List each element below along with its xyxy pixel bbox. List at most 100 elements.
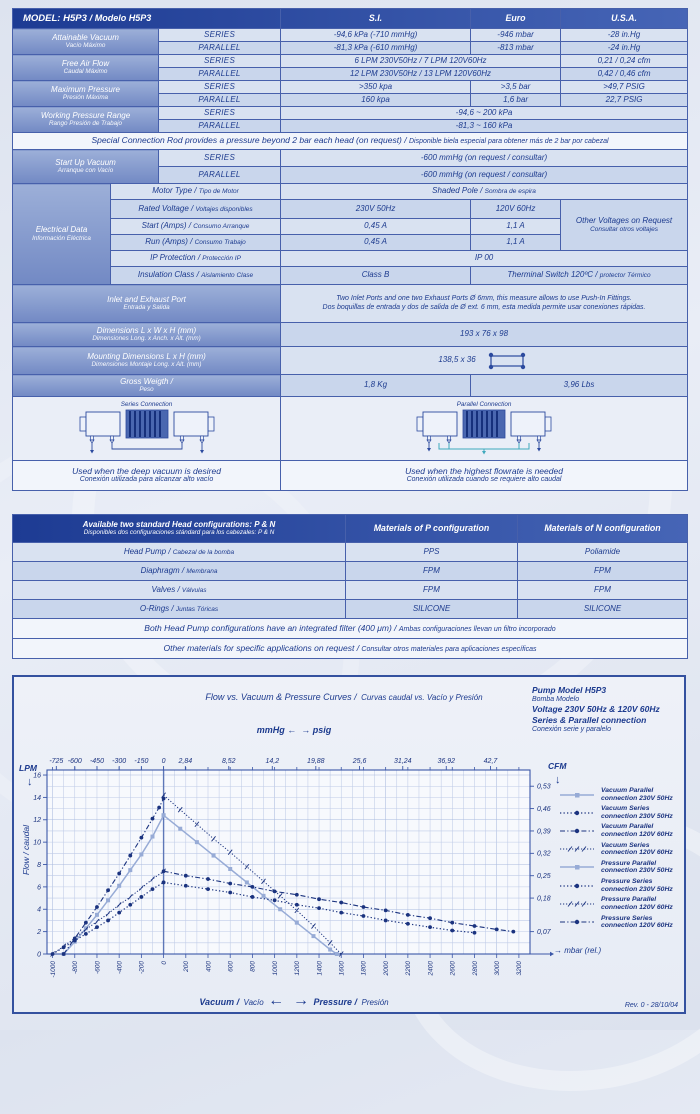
svg-text:0,32: 0,32 [537,851,551,858]
svg-text:25,6: 25,6 [352,758,367,765]
series-connection-diagram: Series Connection [11,396,282,461]
value-cell: -813 mbar [470,41,562,55]
value-cell: -600 mmHg (on request / consultar) [280,149,689,167]
value-cell: >49,7 PSIG [560,80,689,94]
value-cell: 1,6 bar [470,93,562,107]
chart-legend: Vacuum Parallel connection 230V 50Hz Vacuu… [558,787,686,933]
column-header: Materials of P configuration [345,514,518,543]
legend-label: Pressure Series connection 120V 60Hz [601,914,673,930]
mode-cell: PARALLEL [157,166,282,184]
value-cell: Poliamide [517,542,688,562]
svg-text:19,88: 19,88 [307,758,325,765]
column-header: Materials of N configuration [517,514,688,543]
svg-text:-800: -800 [72,961,79,974]
row-header: Working Pressure Range Rango Presión de T… [12,106,159,133]
vacuum-label: Vacuum / [199,997,240,1007]
svg-text:0,07: 0,07 [537,929,552,936]
legend-item: Vacuum Series connection 230V 50Hz [558,805,686,820]
svg-text:6: 6 [37,884,41,891]
value-cell: SILICONE [517,599,688,619]
mode-cell: SERIES [157,106,282,120]
connection-line: Series & Parallel connection [532,715,647,725]
svg-text:42,7: 42,7 [484,758,499,765]
legend-item: Pressure Parallel connection 120V 60Hz [558,896,686,911]
down-arrow-icon: ↓ [555,774,561,786]
svg-text:31,24: 31,24 [394,758,412,765]
value-cell: SILICONE [345,599,518,619]
mode-cell: PARALLEL [157,67,282,81]
legend-item: Vacuum Parallel connection 120V 60Hz [558,823,686,838]
svg-text:0: 0 [161,961,168,965]
value-cell: 0,45 A [280,234,472,251]
value-cell: PPS [345,542,518,562]
value-cell: FPM [517,561,688,581]
voltage-line: Voltage 230V 50Hz & 120V 60Hz [532,704,660,715]
parallel-pump-icon [416,409,552,455]
usage-note-cell: Used when the highest flowrate is needed… [280,460,689,491]
value-cell: 0,21 / 0,24 cfm [560,54,689,68]
svg-text:0,46: 0,46 [537,806,551,813]
head-configurations-table: Available two standard Head configuratio… [12,514,688,659]
legend-label: Vacuum Parallel connection 230V 50Hz [601,787,673,802]
legend-label: Vacuum Series connection 120V 60Hz [601,841,673,857]
label-cell: Valves / Válvulas [12,580,346,600]
row-header: Start Up Vacuum Arranque con Vacío [12,149,159,184]
legend-item: Pressure Series connection 120V 60Hz [558,915,686,930]
legend-marker-icon [560,865,594,870]
head-config-header: Available two standard Head configuratio… [12,514,346,543]
legend-item: Vacuum Series connection 120V 60Hz [558,842,686,857]
chart-title-en: Flow vs. Vacuum & Pressure Curves / [205,692,357,702]
mode-cell: SERIES [157,149,282,167]
column-header-euro: Euro [470,8,562,29]
mode-cell: PARALLEL [157,93,282,107]
mode-cell: SERIES [157,80,282,94]
legend-item: Pressure Parallel connection 230V 50Hz [558,860,686,875]
value-cell: Shaded Pole / Sombra de espira [280,183,689,200]
unit-mmhg-label: mmHg [256,725,285,735]
svg-text:2600: 2600 [450,961,457,977]
label-cell: Motor Type / Tipo de Motor [109,183,282,200]
value-cell: 0,45 A [280,218,472,235]
value-cell: -94,6 kPa (-710 mmHg) [280,28,472,42]
diagram-caption: Series Connection [120,401,173,408]
svg-text:10: 10 [33,840,41,847]
svg-text:8: 8 [37,862,41,869]
svg-text:1200: 1200 [294,961,301,976]
value-cell: >350 kpa [280,80,472,94]
pump-model-line: Pump Model H5P3 [532,685,607,695]
value-cell: 6 LPM 230V50Hz / 7 LPM 120V60Hz [280,54,562,68]
value-cell: 3,96 Lbs [470,374,689,397]
vacuum-es-label: Vacío [243,998,264,1007]
svg-text:8,52: 8,52 [222,758,236,765]
svg-text:0,18: 0,18 [537,895,551,902]
svg-text:2000: 2000 [383,961,390,977]
legend-label: Pressure Series connection 230V 50Hz [601,878,673,893]
pressure-label: Pressure / [313,997,358,1007]
unit-psig-label: psig [312,725,332,735]
svg-text:-1000: -1000 [50,961,57,978]
svg-text:2400: 2400 [427,961,434,977]
legend-marker-icon [560,792,594,798]
label-cell: IP Protection / Protección IP [109,250,282,267]
legend-marker-icon [560,810,594,816]
flow-chart-panel: -1000 -800 -600 -400 -200 0 200 400 600 800 1000 12… [12,675,686,1014]
value-cell: -24 in.Hg [560,41,689,55]
legend-label: Pressure Parallel connection 120V 60Hz [601,896,673,911]
pump-model-es-line: Bomba Modelo [532,695,580,703]
y-axis-unit-right: CFM [548,761,567,771]
connection-es-line: Conexión serie y paralelo [532,725,611,733]
svg-text:-400: -400 [117,961,124,974]
svg-text:1600: 1600 [339,961,346,976]
value-cell: 0,42 / 0,46 cfm [560,67,689,81]
right-arrow-icon: → [301,725,311,735]
note-row: Other materials for specific application… [12,638,688,659]
mbar-label: mbar (rel.) [564,946,602,955]
chart-title: Flow vs. Vacuum & Pressure Curves / Curv… [114,687,574,705]
value-cell: -600 mmHg (on request / consultar) [280,166,689,184]
mounting-pattern-icon [488,352,525,369]
mode-cell: SERIES [157,28,282,42]
svg-text:12: 12 [33,817,41,824]
axis-units-note: mmHg ← → psig [219,725,369,735]
svg-text:600: 600 [228,961,235,972]
